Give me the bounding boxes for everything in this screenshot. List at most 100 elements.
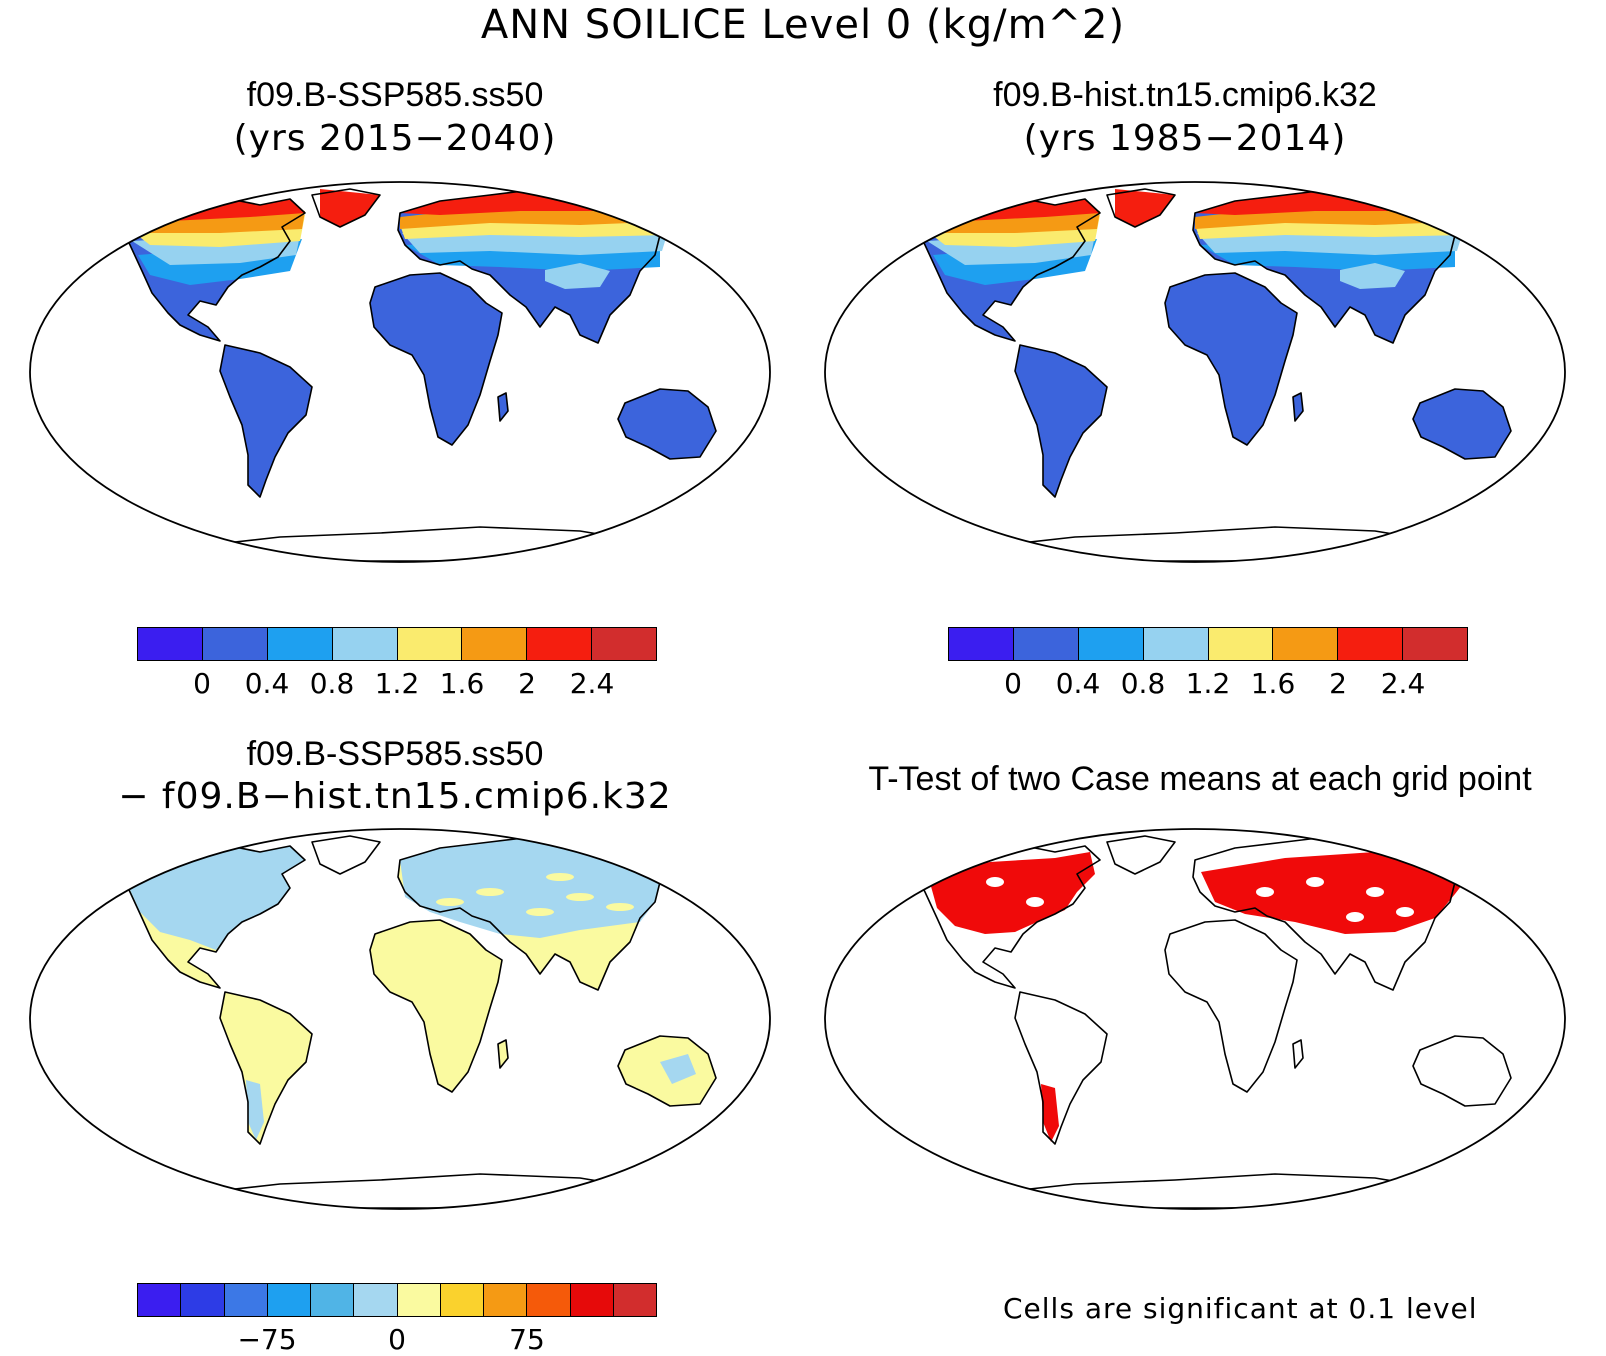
coastline-madagascar [497,1039,509,1069]
negative-change-region [246,1080,264,1140]
panel1-title: f09.B-SSP585.ss50 [246,76,544,114]
panel4-title: T-Test of two Case means at each grid po… [868,760,1532,798]
colorbar-tick-label: 2.4 [1380,667,1426,700]
coastline-northAmerica [114,843,306,989]
colorbar-tick-label: 75 [509,1323,545,1356]
colorbar-swatch [267,628,333,660]
colorbar-tick-label: 2 [518,667,536,700]
positive-change-patch [566,893,594,901]
map-border [824,828,1566,1210]
colorbar-swatch [1143,628,1209,660]
coastline-greenland [311,188,381,228]
colorbar-swatch [462,628,528,660]
colorbar-swatch [1078,628,1144,660]
coastline-southAmerica [219,991,313,1145]
continent-greenland [1107,836,1175,874]
colorbar-swatch [354,1284,398,1316]
coastline-madagascar [1292,1039,1304,1069]
colorbar-tick-label: −75 [237,1323,297,1356]
coastline-africa [1164,919,1298,1093]
non-significant-patch [1256,887,1274,897]
panel3-colorbar [137,1283,657,1317]
coastline-australia [1412,1035,1512,1107]
significant-region [927,852,1095,934]
colorbar-tick-label: 1.6 [439,667,485,700]
non-significant-patch [1306,877,1324,887]
continent-africa [1165,273,1297,445]
panel4-map [824,828,1566,1210]
coastline-australia [1412,388,1512,460]
continent-australia [618,389,716,459]
colorbar-tick-label: 0.8 [309,667,355,700]
continent-southAmerica [220,345,312,497]
positive-change-patch [526,908,554,916]
colorbar-tick-label: 1.2 [1185,667,1231,700]
continent-australia [1413,1036,1511,1106]
non-significant-patch [1396,907,1414,917]
map-border [824,181,1566,563]
map-content [30,182,770,562]
map-border [29,181,771,563]
coastline-madagascar [1292,392,1304,422]
greenland-coast [1115,189,1175,227]
frozen-soil-band [1340,263,1405,289]
coastline-northAmerica [909,843,1101,989]
continent-africa [370,920,502,1092]
colorbar-swatch [613,1284,656,1316]
coastline-southAmerica [1014,991,1108,1145]
coastline-greenland [311,835,381,875]
coastline-greenland [1106,835,1176,875]
colorbar-swatch [949,628,1014,660]
continent-southAmerica [1015,992,1107,1144]
colorbar-swatch [267,1284,311,1316]
non-significant-patch [1346,912,1364,922]
colorbar-swatch [592,628,656,660]
coastline-africa [369,919,503,1093]
panel3-subtitle: − f09.B−hist.tn15.cmip6.k32 [118,776,672,817]
continent-greenland [312,836,380,874]
coastline-africa [1164,272,1298,446]
panel3-map [29,828,771,1210]
colorbar-swatch [1403,628,1467,660]
continent-southAmerica [220,992,312,1144]
colorbar-swatch [397,1284,441,1316]
colorbar-swatch [1208,628,1274,660]
map-content [825,182,1565,562]
coastline-africa [369,272,503,446]
non-significant-patch [986,877,1004,887]
colorbar-swatch [311,1284,355,1316]
colorbar-tick-label: 1.6 [1250,667,1296,700]
colorbar-tick-label: 2.4 [569,667,615,700]
map-content [30,829,770,1209]
negative-change-region [660,1054,696,1084]
colorbar-tick-label: 0 [193,667,211,700]
colorbar-swatch [138,628,203,660]
panel2-colorbar [948,627,1468,661]
non-significant-patch [1366,887,1384,897]
colorbar-tick-label: 0 [388,1323,406,1356]
colorbar-swatch [397,628,463,660]
significance-footnote: Cells are significant at 0.1 level [1003,1292,1478,1325]
coastline-australia [617,388,717,460]
positive-change-patch [546,873,574,881]
coastline-southAmerica [219,344,313,498]
colorbar-tick-label: 1.2 [374,667,420,700]
continent-africa [370,273,502,445]
colorbar-swatch [332,628,398,660]
panel1-map [29,181,771,563]
positive-change-patch [436,898,464,906]
colorbar-swatch [527,1284,571,1316]
continent-africa [1165,920,1297,1092]
significant-region [1041,1084,1059,1142]
colorbar-swatch [570,1284,614,1316]
colorbar-swatch [1338,628,1404,660]
coastline-madagascar [497,392,509,422]
figure-title: ANN SOILICE Level 0 (kg/m^2) [480,2,1126,48]
colorbar-swatch [440,1284,484,1316]
panel2-map [824,181,1566,563]
colorbar-swatch [1273,628,1339,660]
panel2-subtitle: (yrs 1985−2014) [1023,118,1347,159]
coastline-northAmerica [114,196,306,342]
colorbar-swatch [138,1284,182,1316]
colorbar-tick-label: 0.4 [1055,667,1101,700]
